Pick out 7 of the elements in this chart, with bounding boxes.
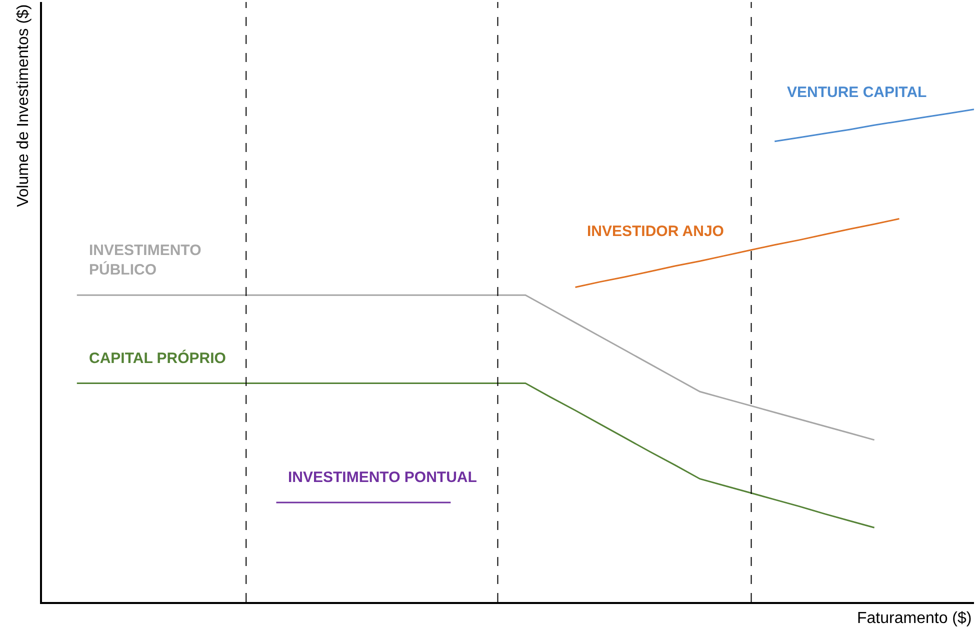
y-axis-title: Volume de Investimentos ($)	[15, 4, 32, 207]
series-label: VENTURE CAPITAL	[787, 84, 927, 101]
x-axis-title: Faturamento ($)	[857, 610, 972, 627]
series-label: CAPITAL PRÓPRIO	[89, 349, 226, 367]
series-label: INVESTIMENTO PONTUAL	[288, 469, 477, 486]
series-label: INVESTIDOR ANJO	[587, 223, 724, 240]
series-label: INVESTIMENTO PÚBLICO	[89, 242, 202, 278]
